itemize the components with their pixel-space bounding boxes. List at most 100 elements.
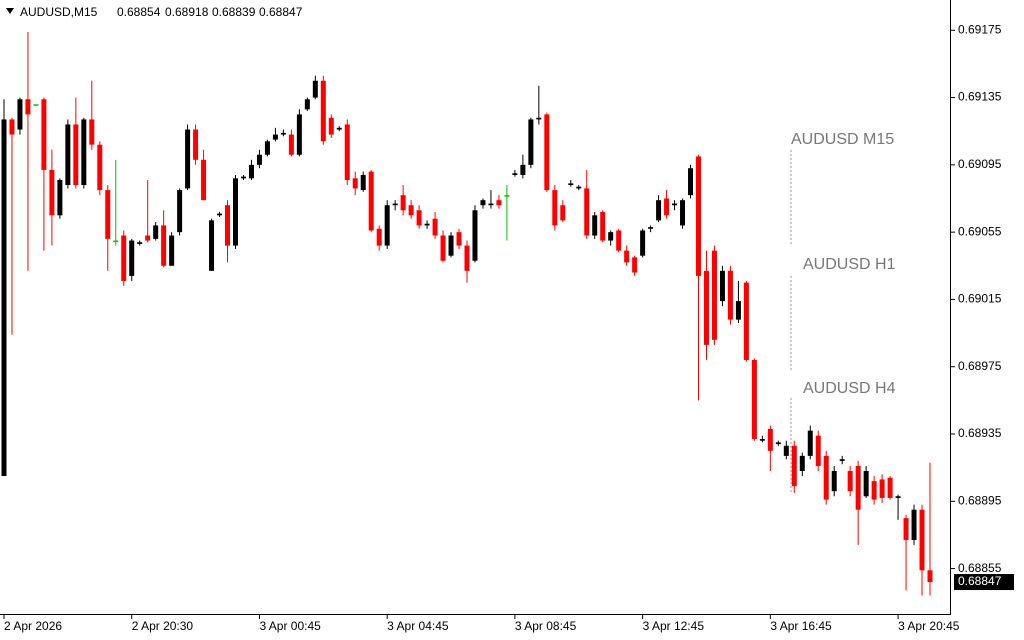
y-tick-label: 0.69175 bbox=[958, 22, 1002, 36]
menu-arrow[interactable] bbox=[6, 8, 14, 14]
candle-body bbox=[648, 227, 654, 229]
candle-body bbox=[65, 124, 71, 186]
candle-body bbox=[911, 509, 917, 540]
candle-body bbox=[169, 235, 175, 266]
candle-body bbox=[97, 144, 103, 191]
candle-body bbox=[488, 203, 494, 206]
y-tick-label: 0.69095 bbox=[958, 157, 1002, 171]
x-tick-label: 2 Apr 2026 bbox=[4, 619, 62, 633]
y-tick-label: 0.68855 bbox=[958, 561, 1002, 575]
candle-body bbox=[496, 200, 502, 206]
header-close: 0.68847 bbox=[259, 5, 303, 19]
candle-body bbox=[41, 99, 47, 170]
candle-body bbox=[672, 203, 678, 206]
candle-body bbox=[264, 141, 270, 155]
candle-body bbox=[280, 132, 286, 135]
candle-body bbox=[456, 232, 462, 246]
candle-body bbox=[680, 200, 686, 226]
candle-body bbox=[927, 570, 933, 583]
candle-body bbox=[440, 235, 446, 261]
y-tick-label: 0.68935 bbox=[958, 426, 1002, 440]
y-tick-label: 0.69135 bbox=[958, 90, 1002, 104]
candle-body bbox=[368, 171, 374, 231]
candle-body bbox=[767, 428, 773, 451]
candle-body bbox=[775, 442, 781, 445]
candle-body bbox=[600, 211, 606, 241]
candle-body bbox=[608, 232, 614, 241]
candle-body bbox=[448, 235, 454, 256]
candle-body bbox=[424, 223, 430, 226]
candle-body bbox=[512, 173, 518, 175]
candle-body bbox=[89, 119, 95, 145]
candle-body bbox=[903, 518, 909, 540]
candle-body bbox=[791, 445, 797, 487]
candle-body bbox=[336, 127, 342, 130]
candle-body bbox=[256, 154, 262, 165]
candle-body bbox=[576, 186, 582, 189]
candle-body bbox=[719, 270, 725, 302]
annotation: AUDUSD H1 bbox=[803, 256, 896, 273]
annotation: AUDUSD H4 bbox=[803, 380, 896, 397]
x-tick-label: 3 Apr 12:45 bbox=[643, 619, 705, 633]
candle-body bbox=[57, 179, 63, 216]
candle-body bbox=[1, 119, 7, 477]
candle-body bbox=[560, 205, 566, 221]
candle-body bbox=[177, 190, 183, 233]
candle-body bbox=[839, 459, 845, 461]
header-open: 0.68854 bbox=[117, 5, 161, 19]
x-tick-label: 3 Apr 08:45 bbox=[515, 619, 577, 633]
y-tick-label: 0.68975 bbox=[958, 359, 1002, 373]
candle-body bbox=[121, 235, 127, 281]
candle-body bbox=[759, 439, 765, 441]
candle-body bbox=[592, 215, 598, 236]
x-tick-label: 2 Apr 20:30 bbox=[132, 619, 194, 633]
candle-body bbox=[432, 218, 438, 236]
current-price-label: 0.68847 bbox=[958, 574, 1002, 588]
candle-body bbox=[312, 80, 318, 98]
candle-body bbox=[656, 200, 662, 221]
candle-body bbox=[400, 195, 406, 211]
candle-body bbox=[472, 210, 478, 261]
candle-body bbox=[783, 445, 789, 456]
symbol-label: AUDUSD,M15 bbox=[20, 5, 98, 19]
candle-body bbox=[480, 200, 486, 206]
candle-body bbox=[360, 174, 366, 191]
candle-body bbox=[711, 250, 717, 340]
candle-body bbox=[855, 465, 861, 510]
candle-body bbox=[895, 496, 901, 498]
candle-body bbox=[344, 124, 350, 180]
y-tick-label: 0.69015 bbox=[958, 292, 1002, 306]
candle-body bbox=[735, 301, 741, 320]
candle-body bbox=[296, 114, 302, 155]
candle-body bbox=[240, 176, 246, 179]
candle-body bbox=[807, 430, 813, 456]
candle-body bbox=[743, 282, 749, 360]
x-tick-label: 3 Apr 00:45 bbox=[259, 619, 321, 633]
candle-body bbox=[664, 198, 670, 216]
candle-body bbox=[217, 213, 223, 216]
candle-body bbox=[209, 220, 215, 271]
header-low: 0.68839 bbox=[212, 5, 256, 19]
candle-body bbox=[49, 169, 55, 216]
candle-body bbox=[831, 471, 837, 492]
candle-body bbox=[624, 250, 630, 263]
candle-body bbox=[632, 257, 638, 273]
candle-body bbox=[863, 471, 869, 497]
candle-body bbox=[815, 435, 821, 466]
candle-body bbox=[185, 129, 191, 189]
y-tick-label: 0.68895 bbox=[958, 493, 1002, 507]
candle-body bbox=[161, 225, 167, 266]
candle-body bbox=[233, 178, 238, 246]
annotation: AUDUSD M15 bbox=[791, 131, 894, 148]
candle-body bbox=[408, 205, 414, 216]
candle-body bbox=[879, 479, 885, 498]
candle-body bbox=[871, 481, 877, 500]
candle-body bbox=[320, 80, 326, 142]
candle-body bbox=[528, 119, 534, 165]
candle-body bbox=[544, 114, 550, 191]
candle-body bbox=[145, 235, 151, 241]
candle-body bbox=[919, 509, 925, 571]
candle-body bbox=[9, 119, 15, 135]
